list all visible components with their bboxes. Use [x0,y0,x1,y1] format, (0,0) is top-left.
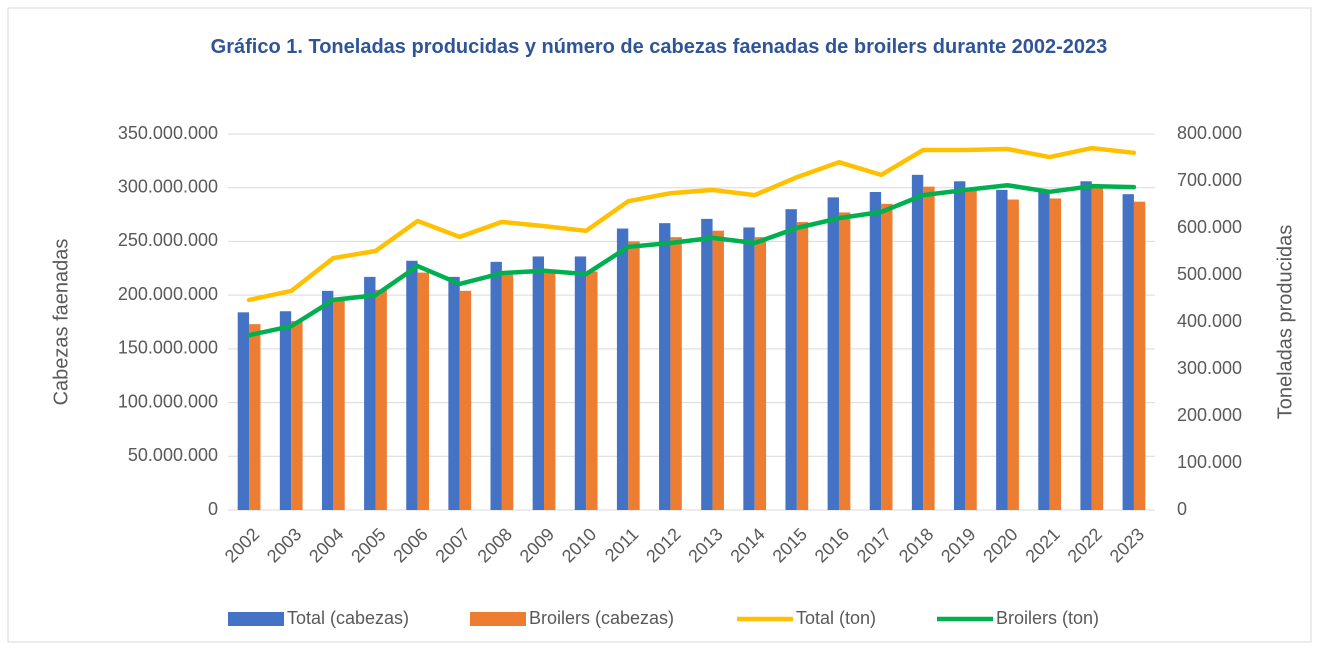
bar [249,324,261,510]
bar [670,237,682,511]
legend-label: Total (ton) [796,608,876,628]
line [246,145,1137,303]
y-tick-label: 250.000.000 [118,230,218,250]
legend-swatch [228,612,284,626]
y2-axis-title: Toneladas producidas [1274,225,1296,420]
bar [364,276,376,510]
bar [375,289,387,510]
bar [796,222,809,510]
legend-label: Broilers (cabezas) [529,608,674,628]
bar [1122,194,1134,510]
bar [490,261,502,510]
bar [659,223,671,510]
y2-tick-label: 100.000 [1177,452,1242,472]
legend-swatch [470,612,526,626]
bar [1007,199,1019,510]
bar [827,197,839,510]
line [246,182,1137,338]
bar [712,230,724,510]
bar [459,290,472,510]
chart-title: Gráfico 1. Toneladas producidas y número… [210,36,1108,58]
y-axis-title: Cabezas faenadas [50,239,72,406]
y-tick-label: 200.000.000 [118,284,218,304]
y-tick-label: 0 [208,499,218,519]
legend-label: Total (cabezas) [287,608,409,628]
y2-tick-label: 400.000 [1177,311,1242,331]
bar [785,209,797,510]
bar [1049,198,1062,510]
bar [996,189,1008,510]
bar [1091,187,1104,510]
bar [743,227,755,510]
bar [586,271,598,510]
bar [965,189,977,510]
y-tick-label: 50.000.000 [128,445,218,465]
bar [448,276,460,510]
bar [954,181,966,511]
y2-tick-label: 600.000 [1177,217,1242,237]
y2-tick-label: 500.000 [1177,264,1242,284]
bar [532,256,545,510]
bar [1038,190,1050,511]
bar [923,186,935,510]
bar [911,174,924,510]
bar [869,192,882,511]
bar [1133,201,1146,510]
bar [406,260,418,510]
bar [321,290,334,510]
y2-tick-label: 300.000 [1177,358,1242,378]
bar [544,271,556,510]
bar [574,256,587,510]
bar [501,274,514,510]
bar [237,312,250,510]
bar [291,320,303,510]
y2-tick-label: 800.000 [1177,123,1242,143]
y2-tick-label: 200.000 [1177,405,1242,425]
legend-label: Broilers (ton) [996,608,1099,628]
bar [417,272,429,510]
bar [616,228,629,510]
y2-tick-label: 700.000 [1177,170,1242,190]
bar [279,311,292,510]
bar [628,241,640,510]
y-tick-label: 300.000.000 [118,176,218,196]
y-tick-label: 350.000.000 [118,123,218,143]
bar [754,237,767,511]
y2-tick-label: 0 [1177,499,1187,519]
bar [881,203,893,511]
bar [1080,181,1092,511]
bar [701,218,713,510]
y-tick-label: 100.000.000 [118,391,218,411]
bar [333,300,345,510]
bar [838,212,851,510]
y-tick-label: 150.000.000 [118,338,218,358]
